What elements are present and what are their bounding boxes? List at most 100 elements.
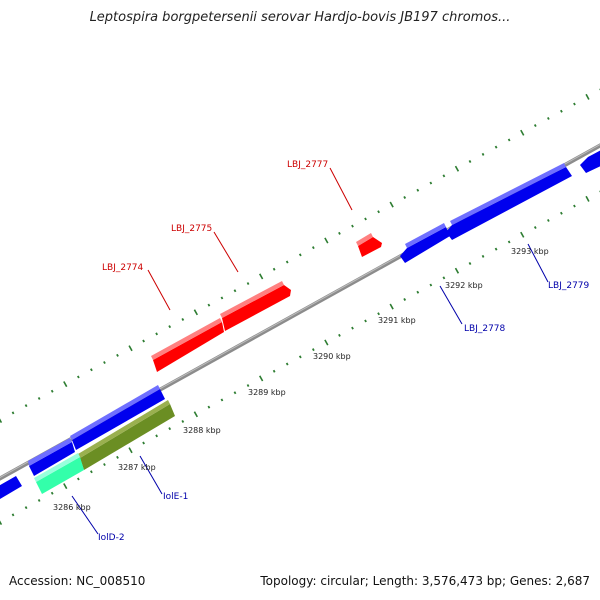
tick-mark [468, 261, 472, 266]
tick-mark [272, 369, 276, 373]
tick-mark [24, 404, 28, 408]
tick-mark [272, 267, 276, 271]
tick-mark [155, 332, 158, 336]
gene-label-lbj-2775[interactable]: LBJ_2775 [171, 224, 212, 234]
leader-lbj-2775 [213, 231, 239, 273]
tick-mark [585, 195, 590, 202]
gene-label-iole-1[interactable]: IolE-1 [163, 492, 188, 502]
tick-mark [338, 231, 341, 235]
outer-tick-ring [0, 88, 600, 423]
tick-mark [63, 483, 68, 490]
tick-mark [220, 398, 224, 402]
gene-label-iold-2[interactable]: IolD-2 [98, 533, 125, 543]
tick-mark [481, 254, 485, 258]
tick-mark [90, 470, 93, 474]
tick-mark [285, 362, 289, 366]
tick-mark [547, 116, 550, 120]
tick-mark [442, 276, 446, 280]
kbp-labels: 3286 kbp 3287 kbp 3288 kbp 3289 kbp 3290… [53, 247, 549, 512]
leader-lbj-2779 [527, 243, 549, 283]
leader-iole-1 [139, 455, 163, 495]
gene-lbj-2778[interactable] [400, 223, 450, 263]
tick-mark [494, 247, 498, 251]
tick-mark [207, 405, 211, 409]
gene-lbj-2779[interactable] [446, 163, 572, 240]
kbp-label: 3290 kbp [313, 352, 351, 361]
tick-mark [364, 319, 367, 323]
tick-mark [259, 273, 264, 280]
tick-mark [324, 237, 329, 244]
tick-mark [520, 129, 525, 136]
tick-mark [259, 375, 264, 382]
tick-mark [560, 211, 563, 215]
gene-left-edge[interactable] [0, 476, 22, 502]
tick-mark [11, 411, 15, 415]
tick-mark [312, 246, 315, 250]
gene-lbj-2775[interactable] [220, 281, 291, 331]
tick-mark [494, 145, 498, 149]
leader-iold-2 [71, 495, 99, 535]
tick-mark [37, 498, 41, 502]
tick-mark [128, 447, 133, 454]
forward-genes [151, 233, 382, 372]
tick-mark [351, 326, 354, 330]
tick-mark [193, 309, 198, 316]
tick-mark [324, 339, 329, 346]
tick-mark [377, 312, 380, 316]
tick-mark [0, 418, 3, 423]
tick-mark [416, 290, 420, 294]
kbp-label: 3291 kbp [378, 316, 416, 325]
gene-label-lbj-2774[interactable]: LBJ_2774 [102, 263, 144, 273]
tick-mark [181, 419, 185, 423]
tick-mark [573, 204, 576, 208]
topology-summary: Topology: circular; Length: 3,576,473 bp… [260, 574, 590, 588]
tick-mark [585, 93, 590, 100]
gene-label-lbj-2779[interactable]: LBJ_2779 [548, 281, 590, 291]
leader-lbj-2774 [147, 269, 171, 311]
gene-iold-2-blue[interactable] [28, 438, 75, 476]
tick-mark [560, 109, 563, 113]
gene-label-lbj-2778[interactable]: LBJ_2778 [464, 324, 506, 334]
tick-mark [454, 165, 460, 172]
kbp-label: 3293 kbp [511, 247, 549, 256]
inner-tick-ring [0, 190, 600, 525]
leader-lbj-2777 [329, 167, 353, 211]
kbp-label: 3286 kbp [53, 503, 91, 512]
feature-green[interactable] [78, 400, 175, 470]
map-title: Leptospira borgpetersenii serovar Hardjo… [89, 10, 511, 25]
tick-mark [507, 240, 511, 244]
gene-lbj-2777[interactable] [356, 233, 382, 257]
tick-mark [50, 491, 54, 495]
tick-mark [547, 218, 550, 222]
tick-mark [298, 355, 302, 359]
tick-mark [389, 201, 394, 208]
tick-mark [389, 303, 394, 310]
tick-mark [233, 391, 237, 395]
tick-mark [103, 463, 106, 467]
tick-mark [0, 520, 3, 525]
tick-mark [442, 174, 446, 178]
tick-mark [168, 325, 172, 329]
tick-mark [454, 267, 460, 274]
tick-mark [351, 224, 354, 228]
tick-mark [233, 289, 237, 293]
gene-label-lbj-2777[interactable]: LBJ_2777 [287, 160, 328, 170]
tick-mark [77, 477, 80, 481]
gene-right-edge[interactable] [580, 148, 600, 173]
tick-mark [77, 375, 80, 379]
tick-mark [50, 389, 54, 393]
tick-mark [429, 283, 433, 287]
tick-mark [155, 434, 158, 438]
tick-mark [220, 296, 224, 300]
feature-teal[interactable] [34, 453, 84, 494]
tick-mark [11, 513, 15, 517]
tick-mark [116, 353, 119, 357]
gene-lbj-2774[interactable] [151, 318, 224, 372]
tick-mark [142, 339, 145, 343]
gene-iole-1-blue[interactable] [70, 385, 165, 450]
tick-mark [103, 361, 106, 365]
reverse-genes [0, 148, 600, 502]
tick-mark [481, 152, 485, 156]
tick-mark [246, 384, 250, 388]
